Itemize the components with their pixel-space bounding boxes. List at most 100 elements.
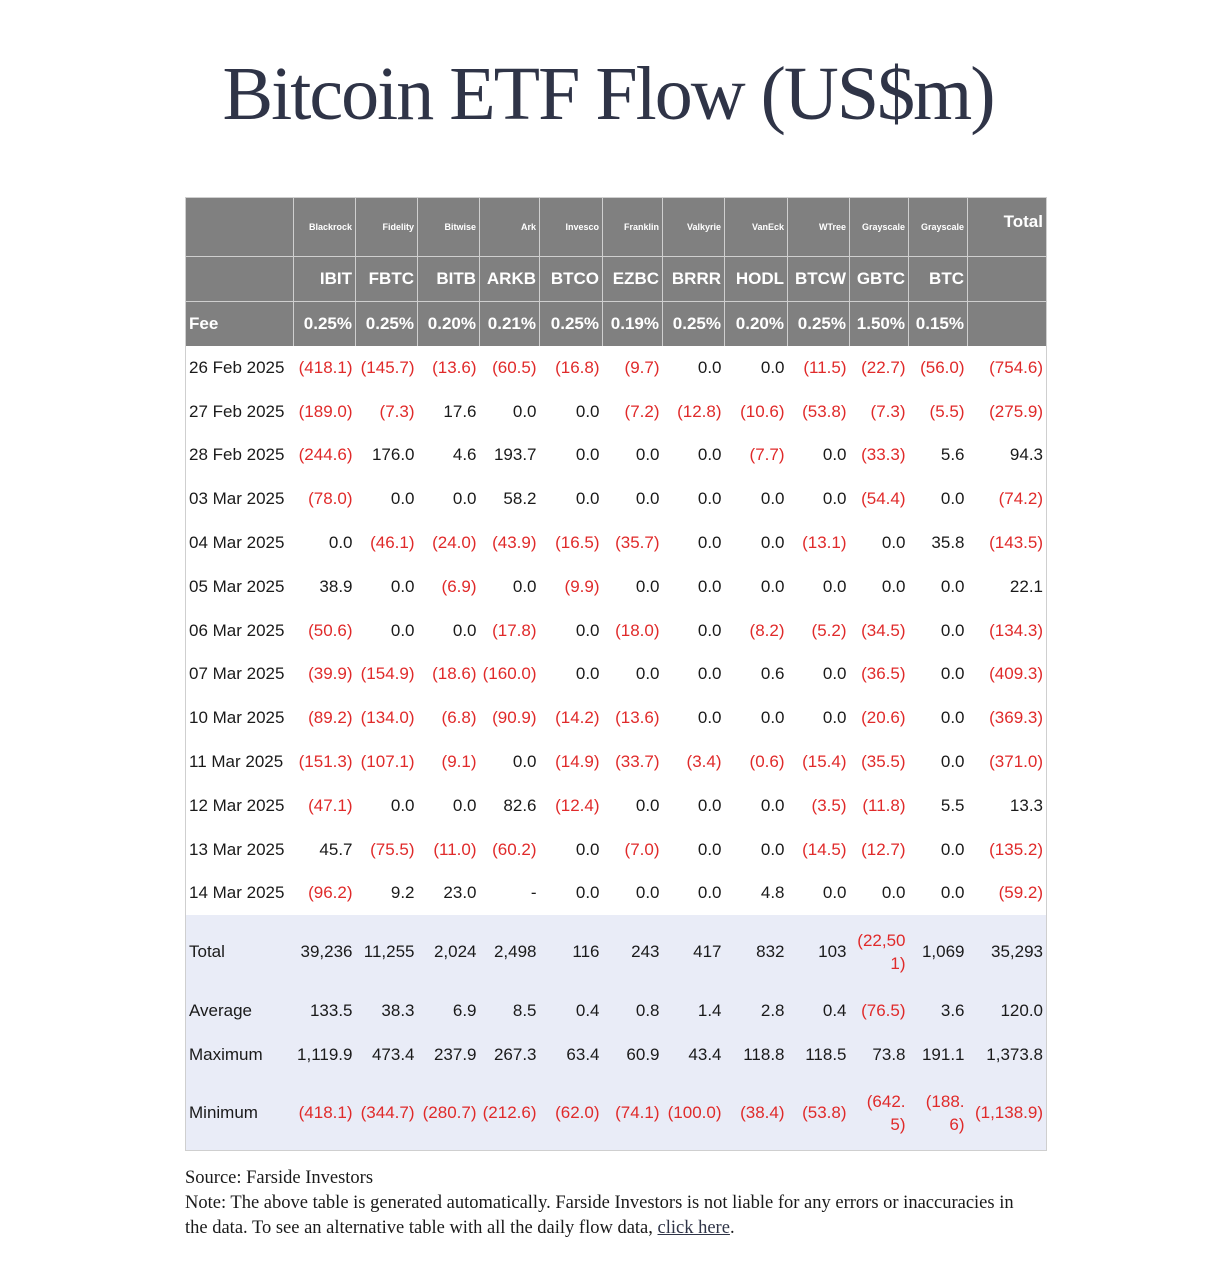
value-cell: 2.8	[724, 989, 788, 1033]
alternative-table-link[interactable]: click here	[657, 1218, 730, 1238]
value-cell: 0.6	[760, 664, 785, 684]
value-cell: (53.8)	[802, 401, 847, 421]
fee-value: 0.20%	[724, 301, 788, 346]
value-cell: 0.0	[575, 489, 600, 509]
value-cell: 0.0	[575, 445, 600, 465]
value-cell: 0.0	[760, 708, 785, 728]
value-cell: 0.0	[512, 401, 537, 421]
value-cell: 6.9	[417, 989, 480, 1033]
value-cell: (35.7)	[615, 533, 660, 553]
value-cell: (189.0)	[298, 401, 353, 421]
value-cell: (5.2)	[811, 620, 847, 640]
value-cell: (34.5)	[861, 620, 906, 640]
value-cell: 0.0	[940, 664, 965, 684]
value-cell: (418.1)	[293, 1076, 356, 1151]
value-cell: 0.0	[760, 357, 785, 377]
table-row: 13 Mar 2025 45.7 (75.5) (11.0) (60.2) 0.0 (7.0…	[186, 828, 1047, 872]
value-cell: 133.5	[293, 989, 356, 1033]
value-cell: (143.5)	[989, 533, 1043, 553]
value-cell: 5.6	[940, 445, 965, 465]
value-cell: (3.5)	[811, 795, 847, 815]
value-cell: (9.7)	[624, 357, 660, 377]
value-cell: (14.9)	[555, 752, 600, 772]
issuer-header	[185, 197, 294, 257]
fee-value: 1.50%	[849, 301, 909, 346]
fee-value: 0.25%	[539, 301, 603, 346]
value-cell: 35.8	[931, 533, 965, 553]
value-cell: 0.0	[822, 883, 847, 903]
value-cell: (12.8)	[677, 401, 722, 421]
value-cell: (24.0)	[432, 533, 477, 553]
row-label-cell: Total	[185, 915, 294, 990]
value-cell: 0.0	[940, 883, 965, 903]
value-cell: (754.6)	[989, 357, 1043, 377]
value-cell: (344.7)	[355, 1076, 418, 1151]
issuer-header: Grayscale	[849, 197, 909, 257]
value-cell: (145.7)	[360, 357, 415, 377]
value-cell: (59.2)	[998, 883, 1043, 903]
value-cell: (134.0)	[360, 708, 415, 728]
value-cell: 0.0	[697, 489, 722, 509]
ticker-header: BTCW	[787, 256, 850, 302]
value-cell: 39,236	[293, 915, 356, 990]
ticker-header: FBTC	[355, 256, 418, 302]
value-cell: (13.6)	[615, 708, 660, 728]
header-row-tickers: IBIT FBTC BITB ARKB BTCO EZBC BRRR HODL BTCW GBTC…	[185, 256, 1047, 302]
issuer-header: Grayscale	[908, 197, 968, 257]
value-cell: 0.4	[539, 989, 603, 1033]
value-cell: (11.5)	[803, 357, 847, 377]
value-cell: 73.8	[849, 1032, 909, 1077]
row-label-cell: Minimum	[185, 1076, 294, 1151]
value-cell: 0.0	[328, 533, 353, 553]
source-note: Source: Farside Investors Note: The abov…	[185, 1166, 1025, 1241]
value-cell: 58.2	[503, 489, 537, 509]
value-cell: 0.0	[635, 795, 660, 815]
value-cell: (18.0)	[615, 620, 660, 640]
value-cell: 2,024	[417, 915, 480, 990]
table-row: 05 Mar 2025 38.9 0.0 (6.9) 0.0 (9.9) 0.0 0.0 0.0…	[186, 565, 1047, 609]
value-cell: (43.9)	[492, 533, 537, 553]
value-cell: (14.2)	[555, 708, 600, 728]
fee-value: 0.21%	[479, 301, 540, 346]
table-row: 26 Feb 2025 (418.1) (145.7) (13.6) (60.5) (16…	[186, 346, 1047, 390]
disclaimer-note: Note: The above table is generated autom…	[185, 1191, 1025, 1241]
row-label-cell: Average	[185, 989, 294, 1033]
value-cell: 4.6	[452, 445, 477, 465]
row-label-cell: 11 Mar 2025	[189, 752, 284, 772]
value-cell: 82.6	[503, 795, 537, 815]
value-cell: (188.6)	[908, 1076, 968, 1151]
value-cell: (76.5)	[849, 989, 909, 1033]
value-cell: (47.1)	[308, 795, 353, 815]
total-header: Total	[967, 197, 1047, 257]
value-cell: (107.1)	[360, 752, 415, 772]
issuer-header: VanEck	[724, 197, 788, 257]
value-cell: (642.5)	[849, 1076, 909, 1151]
value-cell: 0.0	[940, 708, 965, 728]
value-cell: 0.0	[940, 752, 965, 772]
issuer-header: Valkyrie	[662, 197, 725, 257]
value-cell: (9.9)	[564, 576, 600, 596]
value-cell: 267.3	[479, 1032, 540, 1077]
value-cell: (212.6)	[479, 1076, 540, 1151]
value-cell: (0.6)	[749, 752, 785, 772]
row-label-cell: 03 Mar 2025	[189, 489, 285, 509]
fee-value: 0.25%	[787, 301, 850, 346]
value-cell: 0.0	[881, 533, 906, 553]
row-label-cell: 27 Feb 2025	[189, 401, 285, 421]
value-cell: 0.0	[822, 708, 847, 728]
value-cell: (14.5)	[802, 839, 847, 859]
value-cell: 118.5	[787, 1032, 850, 1077]
row-label-cell: Maximum	[185, 1032, 294, 1077]
row-label-cell: 10 Mar 2025	[189, 708, 285, 728]
header-row-fees: Fee 0.25% 0.25% 0.20% 0.21% 0.25% 0.19% 0.25% 0.…	[185, 301, 1047, 346]
value-cell: 0.0	[760, 795, 785, 815]
value-cell: 0.0	[697, 357, 722, 377]
note-text: Note: The above table is generated autom…	[185, 1193, 1014, 1238]
value-cell: 118.8	[724, 1032, 788, 1077]
value-cell: (13.6)	[432, 357, 477, 377]
ticker-header: IBIT	[293, 256, 356, 302]
value-cell: 60.9	[602, 1032, 663, 1077]
value-cell: 13.3	[1009, 795, 1043, 815]
value-cell: 103	[787, 915, 850, 990]
value-cell: (409.3)	[989, 664, 1043, 684]
